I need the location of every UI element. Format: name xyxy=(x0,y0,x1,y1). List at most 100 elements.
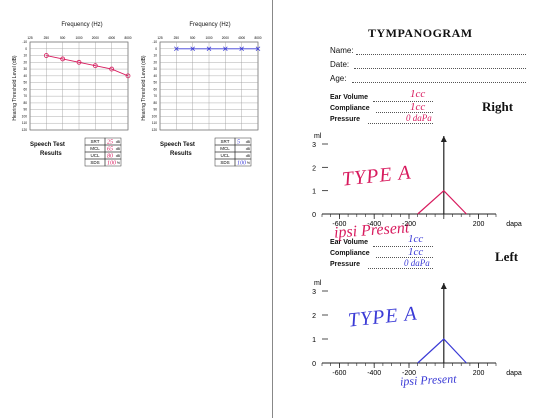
left-db-tick: 110 xyxy=(152,121,157,125)
left-speech-row-value: 5 xyxy=(237,140,240,146)
audiogram-panel: 125 250 500 1000 2000 4000 8000 -10 0 10 20 30 40 50 6… xyxy=(0,0,270,418)
right-x-tick-label: -400 xyxy=(367,221,381,228)
right-db-tick: 0 xyxy=(25,47,27,51)
right-db-tick: 90 xyxy=(23,108,27,112)
right-db-tick: -10 xyxy=(22,40,27,44)
right-pressure-value: 0 daPa xyxy=(406,113,432,123)
left-freq-tick: 8000 xyxy=(254,36,261,40)
right-speech-row-label: SDS xyxy=(90,160,99,165)
left-ear-volume-value: 1cc xyxy=(408,233,424,245)
left-x-tick-label: -600 xyxy=(332,370,346,377)
left-db-tick: 10 xyxy=(153,54,157,58)
tympanogram-panel: TYMPANOGRAM Name: Date: Age: Ear Volume … xyxy=(290,0,556,418)
left-pressure-line xyxy=(368,268,433,269)
left-freq-tick: 2000 xyxy=(222,36,229,40)
right-speech-test-label: Speech Test xyxy=(30,142,65,148)
right-speech-row-value: 25 xyxy=(107,140,113,146)
right-x-unit: dapa xyxy=(506,221,522,228)
right-db-tick: 40 xyxy=(23,74,27,78)
left-freq-tick: 250 xyxy=(174,36,180,40)
right-y-tick-label: 3 xyxy=(312,142,316,149)
right-threshold-marker xyxy=(92,63,98,69)
left-speech-row-label: SDS xyxy=(220,160,229,165)
left-speech-row-label: SRT xyxy=(221,139,230,144)
right-audiogram-freq-title: Frequency (Hz) xyxy=(61,22,103,28)
right-speech-row-value-cell xyxy=(104,158,122,167)
left-speech-row-unit: dB xyxy=(246,140,251,144)
right-freq-tick: 1000 xyxy=(75,36,82,40)
left-speech-row-value: 100 xyxy=(237,161,246,167)
right-speech-row-unit: dB xyxy=(116,147,121,151)
left-freq-tick: 125 xyxy=(157,36,163,40)
right-db-tick: 20 xyxy=(23,60,27,64)
left-db-tick: 70 xyxy=(153,94,157,98)
right-speech-row-unit: % xyxy=(117,161,120,165)
left-speech-row-unit: dB xyxy=(246,147,251,151)
right-speech-row-label: MCL xyxy=(90,146,100,151)
right-freq-tick: 4000 xyxy=(108,36,115,40)
right-ear-volume-value: 1cc xyxy=(410,88,426,100)
left-y-axis-arrow xyxy=(440,283,447,289)
right-threshold-marker xyxy=(76,59,82,65)
left-audiogram-y-title: Hearing Threshold Level (dB) xyxy=(141,55,147,121)
left-compliance-value: 1cc xyxy=(408,246,424,258)
right-results-label: Results xyxy=(40,151,62,157)
left-heading: Left xyxy=(495,249,519,264)
left-db-tick: 40 xyxy=(153,74,157,78)
audiogram-svg: 125 250 500 1000 2000 4000 8000-10010203040506… xyxy=(22,36,262,167)
left-freq-tick: 500 xyxy=(190,36,196,40)
right-freq-tick: 250 xyxy=(44,36,50,40)
right-x-tick-label: -600 xyxy=(332,221,346,228)
right-threshold-marker xyxy=(125,73,131,79)
age-field xyxy=(352,82,526,83)
date-label: Date: xyxy=(330,60,350,69)
right-audiogram-y-title: Hearing Threshold Level (dB) xyxy=(12,55,18,121)
right-threshold-marker xyxy=(60,56,66,62)
left-db-tick: 60 xyxy=(153,87,157,91)
left-threshold-marker xyxy=(174,46,179,52)
left-speech-row-label: UCL xyxy=(220,153,229,158)
left-threshold-marker xyxy=(239,46,244,52)
left-y-tick-label: 3 xyxy=(312,289,316,296)
left-speech-row-value-cell xyxy=(234,158,252,167)
right-freq-tick: 125 xyxy=(27,36,33,40)
left-x-tick-label: -200 xyxy=(402,370,416,377)
right-pressure-line xyxy=(368,123,433,124)
right-pressure-label: Pressure xyxy=(330,116,360,123)
left-db-tick: 0 xyxy=(155,47,157,51)
left-db-tick: -10 xyxy=(152,40,157,44)
right-db-tick: 120 xyxy=(22,128,28,132)
name-field xyxy=(356,54,526,55)
left-y-axis-label: ml xyxy=(314,280,322,287)
right-x-tick-label: -200 xyxy=(402,221,416,228)
left-db-tick: 50 xyxy=(153,81,157,85)
left-speech-row-unit: dB xyxy=(246,154,251,158)
left-y-tick-label: 0 xyxy=(312,361,316,368)
right-y-tick-label: 0 xyxy=(312,212,316,219)
left-speech-row-unit: % xyxy=(247,161,250,165)
left-db-tick: 120 xyxy=(152,128,158,132)
left-db-tick: 100 xyxy=(152,114,158,118)
right-freq-tick: 500 xyxy=(60,36,66,40)
left-compliance-line xyxy=(376,257,433,258)
right-y-axis-label: ml xyxy=(314,133,322,140)
right-y-axis-arrow xyxy=(440,136,447,142)
right-threshold-marker xyxy=(43,53,49,58)
left-x-tick-label: 200 xyxy=(473,370,485,377)
left-compliance-label: Compliance xyxy=(330,250,370,257)
left-threshold-marker xyxy=(255,46,261,52)
tympanogram-title: TYMPANOGRAM xyxy=(368,26,473,40)
right-freq-tick: 2000 xyxy=(92,36,99,40)
left-freq-tick: 4000 xyxy=(238,36,245,40)
right-compliance-value: 1cc xyxy=(410,101,426,113)
name-label: Name: xyxy=(330,46,354,55)
right-ear-volume-label: Ear Volume xyxy=(330,94,368,101)
right-y-tick-label: 1 xyxy=(312,189,316,196)
left-ear-volume-line xyxy=(373,246,433,247)
right-db-tick: 60 xyxy=(23,87,27,91)
left-y-tick-label: 1 xyxy=(312,337,316,344)
left-speech-row-label: MCL xyxy=(220,146,230,151)
left-audiogram-freq-title: Frequency (Hz) xyxy=(189,22,231,28)
left-db-tick: 80 xyxy=(153,101,157,105)
tympanogram-svg: 0 1 2 3 ml -600 -400 -200 200 dapa 0 1 2 3 ml -600 -400 -… xyxy=(312,133,522,377)
